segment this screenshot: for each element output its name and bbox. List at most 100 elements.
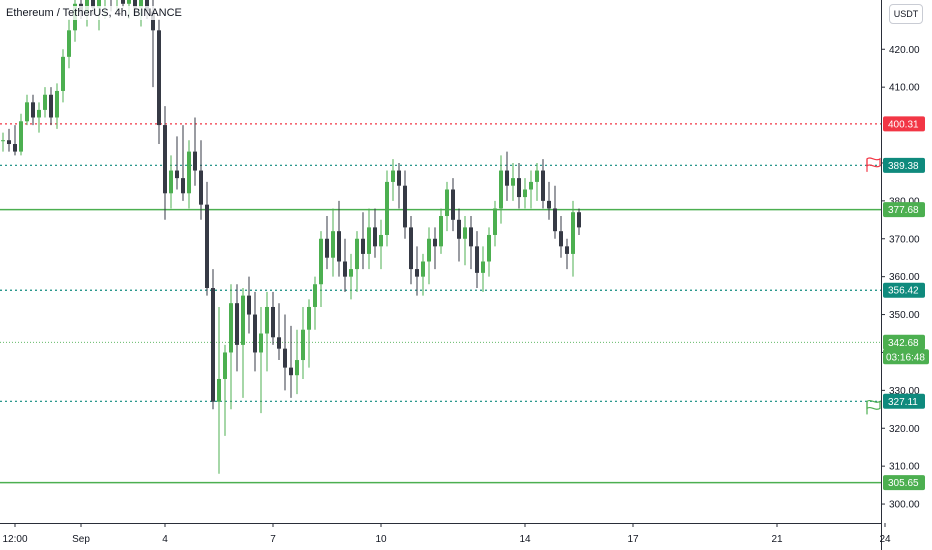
candle-body [283,348,287,368]
candle-body [1,140,5,142]
candle-body [247,295,251,315]
y-tick-label: 350.00 [889,310,920,321]
candle-body [43,94,47,110]
candle-body [547,200,551,209]
candle-body [277,337,281,349]
candle-body [307,306,311,330]
level-badge[interactable]: 327.11 [883,393,925,409]
candle-body [229,303,233,353]
candle-body [169,170,173,194]
candle-body [61,56,65,91]
x-tick-label: 14 [519,534,531,545]
y-tick-label: 330.00 [889,386,920,397]
candle-body [343,261,347,277]
candle-body [493,208,497,235]
x-tick-label: 4 [162,534,168,545]
candle-body [139,0,143,8]
candle-body [481,261,485,273]
candle-body [451,189,455,220]
candle-body [337,231,341,262]
countdown-label: 03:16:48 [886,352,925,363]
candle-body [463,227,467,239]
candle-body [193,151,197,171]
candle-body [523,189,527,198]
candle-body [211,288,215,402]
candle-body [355,238,359,270]
candle-body [265,306,269,334]
candle-body [577,212,581,228]
candlesticks [1,0,581,474]
level-badge[interactable]: 377.68 [883,202,925,218]
red-flag-icon[interactable] [866,157,881,172]
candle-body [409,227,413,270]
level-badge[interactable]: 356.42 [883,282,925,298]
candle-body [121,0,125,4]
candle-body [91,0,95,8]
x-tick-label: 24 [879,534,891,545]
candle-body [535,170,539,182]
candle-body [373,227,377,247]
candle-body [325,238,329,258]
svg-text:327.11: 327.11 [888,397,918,408]
svg-text:400.31: 400.31 [888,119,919,130]
y-tick-label: 360.00 [889,272,920,283]
x-tick-label: Sep [72,534,90,545]
svg-text:389.38: 389.38 [888,161,919,172]
y-tick-label: 320.00 [889,424,920,435]
candle-body [439,216,443,247]
candle-body [427,238,431,262]
candle-body [55,90,59,118]
level-badge[interactable]: 400.31 [883,116,925,132]
candle-body [421,261,425,277]
currency-selector[interactable]: USDT [889,4,923,24]
svg-text:356.42: 356.42 [888,286,919,297]
candle-body [253,314,257,353]
candle-body [175,170,179,179]
candle-body [313,284,317,307]
candle-body [181,178,185,194]
current-price-badge[interactable]: 342.68 03:16:48 [883,334,929,365]
candle-body [7,140,11,145]
candle-body [397,170,401,186]
candle-body [319,238,323,285]
x-tick-label: 17 [627,534,639,545]
candle-body [235,303,239,345]
level-badge[interactable]: 389.38 [883,157,925,173]
svg-text:342.68: 342.68 [888,338,919,349]
candle-body [289,367,293,376]
y-tick-label: 420.00 [889,45,920,56]
candle-body [559,231,563,247]
candle-body [145,0,149,12]
candle-body [361,238,365,254]
candle-body [31,102,35,118]
candle-body [199,170,203,205]
candle-body [25,102,29,122]
green-flag-icon[interactable] [866,399,881,415]
svg-text:305.65: 305.65 [888,478,919,489]
y-tick-label: 410.00 [889,83,920,94]
candle-body [301,329,305,361]
y-tick-label: 370.00 [889,234,920,245]
candle-body [385,181,389,235]
flags [866,157,881,415]
candle-body [97,0,101,8]
candle-body [517,178,521,198]
candle-body [499,170,503,209]
y-tick-label: 310.00 [889,462,920,473]
candle-body [49,94,53,118]
candle-body [367,227,371,254]
candle-body [553,208,557,232]
svg-text:377.68: 377.68 [888,205,919,216]
candle-body [541,170,545,201]
x-tick-label: 12:00 [2,534,27,545]
candle-body [157,30,161,126]
candle-body [295,360,299,376]
y-tick-label: 380.00 [889,196,920,207]
candle-body [487,234,491,262]
candle-body [241,295,245,345]
candle-body [223,352,227,379]
candle-body [433,238,437,247]
level-badge[interactable]: 305.65 [883,475,925,491]
horizontal-levels [0,123,881,484]
